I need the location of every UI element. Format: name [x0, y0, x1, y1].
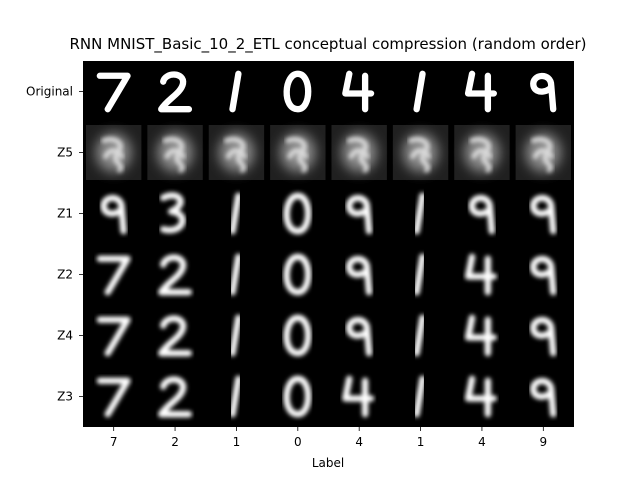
- digit-cell: [530, 72, 557, 113]
- row-label: Z5: [57, 146, 73, 160]
- digit-cell: [229, 375, 242, 418]
- digit-cell: [530, 377, 557, 418]
- digit-cell: [342, 70, 375, 113]
- row-label: Z4: [57, 329, 73, 343]
- digit-cell: [464, 314, 497, 357]
- column-label: 1: [417, 435, 425, 449]
- digit-cell: [530, 316, 557, 357]
- digit-cell: [208, 125, 265, 180]
- row-label: Original: [26, 85, 73, 99]
- digit-cell: [158, 376, 193, 418]
- column-label: 0: [294, 435, 302, 449]
- column-label: 9: [539, 435, 547, 449]
- digit-cell: [158, 315, 193, 357]
- digit-cell: [96, 72, 131, 113]
- digit-cell: [283, 314, 312, 357]
- column-label: 1: [233, 435, 241, 449]
- row-label: Z1: [57, 207, 73, 221]
- digit-cell: [346, 194, 373, 235]
- digit-cell: [147, 125, 203, 180]
- digit-cell: [86, 125, 142, 180]
- digit-cell: [96, 377, 131, 418]
- digit-cell: [229, 314, 242, 357]
- digit-cell: [229, 253, 242, 296]
- digit-cell: [464, 70, 497, 113]
- digit-cell: [96, 316, 131, 357]
- digit-cell: [454, 125, 510, 180]
- digit-cell: [229, 192, 242, 235]
- digit-cell: [530, 194, 557, 235]
- digit-cell: [413, 70, 426, 113]
- digit-cell: [464, 375, 497, 418]
- digit-cell: [515, 125, 571, 180]
- digit-cell: [283, 253, 312, 296]
- digit-cell: [342, 375, 375, 418]
- image-panel: [83, 61, 574, 427]
- figure-title: RNN MNIST_Basic_10_2_ETL conceptual comp…: [69, 35, 587, 53]
- digit-cell: [229, 70, 242, 113]
- digit-cell: [283, 70, 312, 113]
- digit-cell: [283, 375, 312, 418]
- digit-cell: [530, 255, 557, 296]
- digit-cell: [96, 255, 131, 296]
- digit-cell: [392, 125, 449, 180]
- digit-cell: [468, 194, 495, 235]
- digit-cell: [464, 253, 497, 296]
- x-axis-label: Label: [312, 456, 344, 470]
- digit-cell: [413, 192, 426, 235]
- digit-cell: [413, 314, 426, 357]
- digit-cell: [158, 71, 193, 113]
- column-label: 7: [110, 435, 118, 449]
- digit-cell: [270, 125, 326, 180]
- column-label: 4: [355, 435, 363, 449]
- digit-cell: [283, 192, 312, 235]
- row-label: Z3: [57, 390, 73, 404]
- digit-cell: [346, 255, 373, 296]
- digit-cell: [331, 125, 387, 180]
- column-label: 2: [171, 435, 179, 449]
- digit-cell: [158, 254, 193, 296]
- digit-cell: [346, 316, 373, 357]
- row-label: Z2: [57, 268, 73, 282]
- digit-cell: [100, 194, 127, 235]
- column-label: 4: [478, 435, 486, 449]
- digit-cell: [413, 253, 426, 296]
- digit-cell: [413, 375, 426, 418]
- digit-cell: [160, 192, 186, 234]
